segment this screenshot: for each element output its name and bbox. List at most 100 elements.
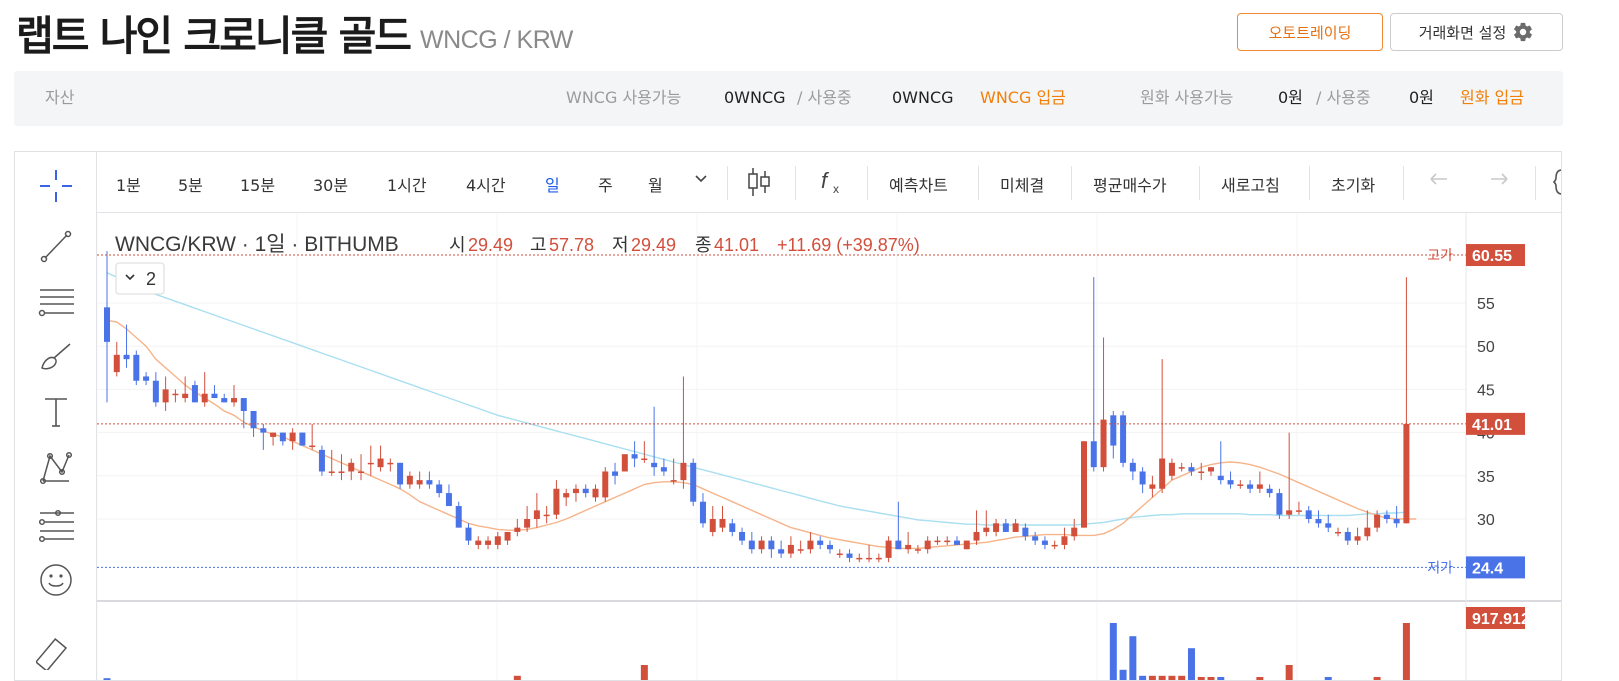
redo-icon	[1491, 173, 1508, 185]
candle-body	[436, 484, 443, 494]
candle-body	[826, 544, 833, 550]
volume-bar	[1139, 675, 1147, 680]
volume-bar	[1168, 675, 1176, 680]
trend-line-tool[interactable]	[32, 224, 80, 268]
candle-body	[250, 411, 257, 429]
interval-more[interactable]	[693, 170, 709, 190]
candle-body	[1081, 441, 1087, 528]
current-price-badge: 41.01	[1472, 417, 1512, 434]
text-tool[interactable]	[32, 390, 80, 434]
fib-tool[interactable]	[32, 502, 80, 546]
candle-body	[1305, 510, 1312, 519]
candle-body	[143, 376, 150, 381]
legend-high-value: 57.78	[549, 235, 594, 255]
candle-body	[1325, 523, 1332, 528]
candle-body	[660, 467, 667, 472]
volume-badge: 917.912M	[1472, 611, 1543, 628]
candle-body	[1276, 493, 1283, 515]
candle-body	[1237, 484, 1244, 486]
candle-body	[1393, 519, 1400, 524]
candle-body	[592, 488, 599, 498]
interval-1h[interactable]: 1시간	[387, 176, 427, 195]
candle-body	[993, 523, 1000, 532]
candle-body	[1286, 510, 1293, 515]
candle-body	[885, 540, 892, 558]
emoji-tool[interactable]	[32, 558, 80, 602]
crosshair-tool[interactable]	[32, 164, 80, 208]
candle-body	[836, 553, 843, 556]
crosshair-icon	[40, 170, 72, 202]
candles	[104, 251, 1410, 563]
volume-bar	[1148, 675, 1156, 680]
candle-body	[817, 540, 824, 545]
settings-button[interactable]	[1552, 168, 1561, 200]
undo-button[interactable]	[1427, 170, 1451, 194]
screen-setting-button[interactable]: 거래화면 설정	[1390, 13, 1563, 51]
pattern-tool[interactable]	[32, 446, 80, 490]
horizontal-lines-tool[interactable]	[32, 280, 80, 324]
candle-body	[465, 527, 472, 541]
predict-chart-button[interactable]: 예측차트	[889, 176, 948, 195]
candle-body	[1090, 441, 1097, 468]
ruler-tool[interactable]	[32, 628, 80, 672]
volume-bar	[1197, 677, 1205, 680]
candle-body	[748, 540, 755, 550]
interval-4h[interactable]: 4시간	[466, 176, 506, 195]
redo-button[interactable]	[1487, 170, 1511, 194]
candle-body	[270, 432, 277, 437]
legend-close-value: 41.01	[714, 235, 759, 255]
interval-month[interactable]: 월	[648, 176, 663, 195]
candle-body	[1051, 544, 1058, 547]
coin-in-use-value: 0WNCG	[892, 88, 954, 107]
volume-bar	[1178, 675, 1186, 680]
reset-button[interactable]: 초기화	[1331, 176, 1376, 195]
interval-30m[interactable]: 30분	[313, 176, 349, 195]
brush-tool[interactable]	[32, 336, 80, 380]
candle-body	[1315, 519, 1322, 524]
divider	[1403, 166, 1404, 200]
candle-body	[875, 557, 882, 560]
candle-body	[680, 462, 687, 481]
refresh-button[interactable]: 새로고침	[1221, 176, 1280, 195]
candle-body	[856, 557, 863, 560]
candle-body	[758, 540, 765, 550]
unfilled-button[interactable]: 미체결	[1000, 176, 1045, 195]
interval-day[interactable]: 일	[545, 176, 560, 195]
divider	[727, 166, 728, 200]
settings-icon	[1552, 169, 1561, 195]
krw-deposit-link[interactable]: 원화 입금	[1460, 88, 1524, 107]
candle-body	[445, 493, 452, 507]
svg-text:f: f	[821, 168, 830, 193]
interval-15m[interactable]: 15분	[240, 176, 276, 195]
interval-1m[interactable]: 1분	[116, 176, 141, 195]
volume-bar	[513, 675, 521, 680]
collapse-indicators-button[interactable]: 2	[115, 262, 165, 295]
volume-bar	[1373, 677, 1381, 680]
candle-body	[563, 493, 570, 498]
krw-in-use-label: / 사용중	[1316, 88, 1371, 107]
interval-week[interactable]: 주	[598, 176, 613, 195]
candle-body	[1208, 467, 1215, 472]
candle-body	[133, 354, 140, 381]
candle-body	[895, 540, 902, 550]
candle-type-button[interactable]	[745, 166, 773, 202]
auto-trading-button[interactable]: 오토트레이딩	[1237, 13, 1383, 51]
chart-legend: WNCG/KRW · 1일 · BITHUMB 시 29.49 고 57.78 …	[115, 233, 920, 256]
avg-price-button[interactable]: 평균매수가	[1093, 176, 1167, 195]
candle-body	[690, 462, 697, 502]
coin-deposit-link[interactable]: WNCG 입금	[980, 88, 1066, 107]
candle-body	[162, 389, 169, 403]
chevron-down-icon	[125, 274, 135, 281]
volume-bar	[640, 665, 648, 680]
candle-body	[944, 540, 951, 543]
candle-body	[1022, 527, 1029, 537]
candle-body	[367, 462, 374, 465]
low-label: 저가	[1427, 559, 1453, 575]
interval-5m[interactable]: 5분	[178, 176, 203, 195]
candle-body	[426, 480, 433, 485]
y-tick-label: 50	[1477, 339, 1495, 356]
